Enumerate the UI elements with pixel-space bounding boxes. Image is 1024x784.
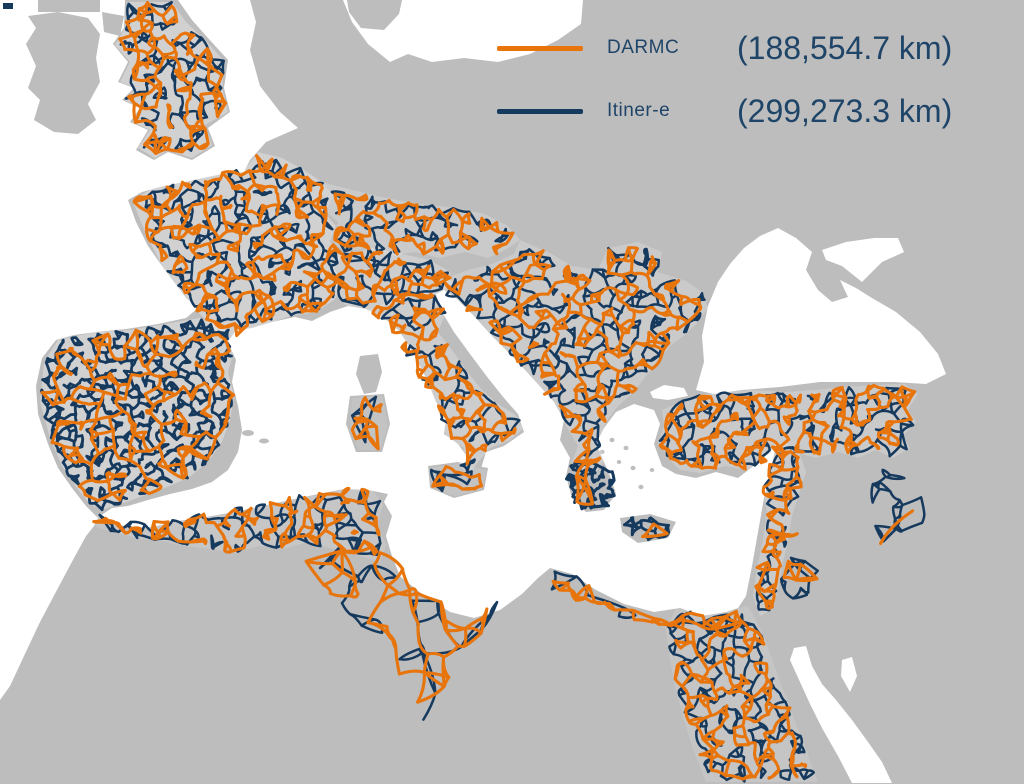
darmc-mesh xyxy=(431,465,484,491)
darmc-mesh xyxy=(669,609,808,781)
legend-item-darmc: DARMC (188,554.7 km) xyxy=(497,30,952,66)
islet xyxy=(599,449,605,455)
sea-med xyxy=(100,290,776,618)
darmc-mesh xyxy=(371,292,517,466)
itinere-mesh xyxy=(870,468,926,543)
darmc-mesh xyxy=(304,549,489,704)
islet xyxy=(604,476,610,480)
islet xyxy=(623,445,629,451)
islet xyxy=(630,465,636,471)
itinere-length-value: (299,273.3 km) xyxy=(737,92,953,129)
darmc-mesh xyxy=(879,509,915,546)
islet xyxy=(259,438,269,444)
islet xyxy=(235,428,241,432)
stray-navy-mark xyxy=(3,3,13,9)
darmc-mesh xyxy=(641,522,669,539)
darmc-mesh xyxy=(574,458,595,506)
darmc-mesh xyxy=(132,154,345,338)
darmc-mesh xyxy=(333,250,452,305)
darmc-mesh xyxy=(92,486,381,556)
legend: DARMC (188,554.7 km) Itiner-e (299,273.3… xyxy=(497,30,952,156)
sea-red xyxy=(790,646,892,783)
islet xyxy=(649,468,655,472)
itinere-label: Itiner-e xyxy=(607,100,671,121)
island-denmark xyxy=(347,0,402,30)
darmc-mesh xyxy=(766,528,799,538)
islet xyxy=(616,460,622,464)
darmc-mesh xyxy=(551,579,742,631)
darmc-mesh xyxy=(444,246,703,467)
island-corsica xyxy=(356,354,382,394)
darmc-mesh xyxy=(350,396,383,451)
itinere-line-swatch xyxy=(497,108,583,114)
darmc-mesh xyxy=(658,383,917,471)
island-hebrides xyxy=(38,0,100,12)
sea-atlantic xyxy=(0,0,298,700)
sea-marmara xyxy=(650,385,688,400)
darmc-length-value: (188,554.7 km) xyxy=(737,29,953,66)
darmc-mesh xyxy=(333,192,515,256)
islet xyxy=(609,437,615,443)
darmc-mesh xyxy=(40,328,236,503)
darmc-mesh xyxy=(782,559,819,583)
darmc-network-layer xyxy=(40,1,917,781)
legend-item-itinere: Itiner-e (299,273.3 km) xyxy=(497,93,952,129)
island-ireland xyxy=(26,12,100,134)
islet xyxy=(638,484,644,490)
darmc-label: DARMC xyxy=(607,37,680,58)
islet xyxy=(242,430,254,436)
darmc-mesh xyxy=(118,1,228,155)
darmc-line-swatch xyxy=(497,45,583,51)
island-scotland xyxy=(102,12,124,36)
sea-black xyxy=(696,228,946,394)
sea-aqaba xyxy=(841,657,857,692)
sea-azov xyxy=(822,238,904,282)
